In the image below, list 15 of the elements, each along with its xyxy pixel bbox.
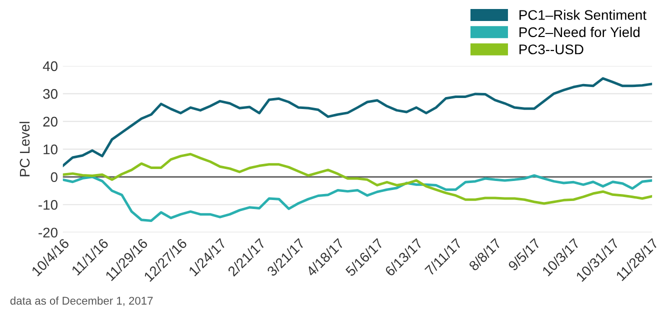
y-tick-label: 10 [44, 144, 58, 154]
y-tick-label: 40 [42, 61, 58, 72]
legend-label: PC1–Risk Sentiment [520, 10, 646, 20]
y-tick-label: 20 [43, 116, 58, 127]
y-tick-label: -20 [38, 228, 58, 238]
line-series [62, 174, 652, 222]
line-series [62, 77, 652, 168]
text: data as of December 1, 2017 [10, 296, 153, 306]
y-tick-label: 30 [43, 89, 58, 99]
y-axis-title: PC Level [19, 122, 30, 176]
y-tick-label: -10 [38, 200, 58, 210]
line-series [62, 152, 652, 205]
legend-label: PC2–Need for Yield [520, 26, 640, 38]
legend-label: PC3--USD [520, 44, 584, 54]
y-tick-label: 0 [50, 172, 58, 182]
